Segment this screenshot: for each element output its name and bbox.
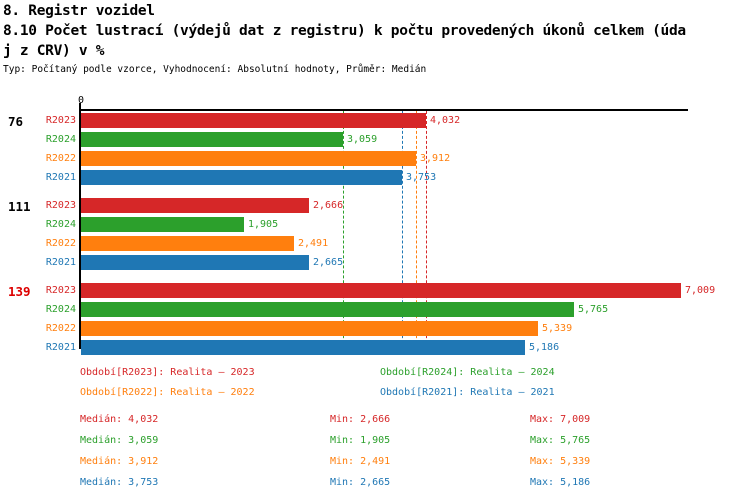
value-label-r2024-139: 5,765 [578,304,609,315]
report-meta: Typ: Počítaný podle vzorce, Vyhodnocení:… [3,64,427,75]
value-label-r2022-111: 2,491 [298,238,329,249]
report-indicator-title-line1: 8.10 Počet lustrací (výdejů dat z regist… [3,23,686,39]
value-label-r2021-76: 3,753 [406,172,437,183]
series-label-r2024: R2024 [45,304,76,315]
stat-min-r2021: Min: 2,665 [330,477,391,488]
report-indicator-title-line2: j z CRV) v % [3,43,105,59]
legend-item-r2021: Období[R2021]: Realita – 2021 [380,387,555,398]
stat-median-r2021: Medián: 3,753 [80,477,159,488]
stat-max-r2024: Max: 5,765 [530,435,591,446]
stat-min-r2024: Min: 1,905 [330,435,391,446]
series-label-r2022: R2022 [45,153,76,164]
stat-max-r2022: Max: 5,339 [530,456,591,467]
series-label-r2021: R2021 [45,342,76,353]
bar-r2023-139 [81,283,681,298]
bar-r2024-139 [81,302,574,317]
bar-r2022-139 [81,321,538,336]
stat-median-r2022: Medián: 3,912 [80,456,159,467]
stat-median-r2024: Medián: 3,059 [80,435,159,446]
legend-item-r2022: Období[R2022]: Realita – 2022 [80,387,255,398]
median-line-r2021 [402,111,403,353]
series-label-r2024: R2024 [45,134,76,145]
median-line-r2023 [426,111,427,353]
group-label-76: 76 [8,114,24,129]
legend-item-r2023: Období[R2023]: Realita – 2023 [80,367,255,378]
group-label-111: 111 [8,199,31,214]
value-label-r2023-111: 2,666 [313,200,344,211]
median-line-r2024 [343,111,344,353]
median-line-r2022 [416,111,417,353]
series-label-r2023: R2023 [45,115,76,126]
bar-r2023-111 [81,198,309,213]
group-label-139: 139 [8,284,31,299]
series-label-r2022: R2022 [45,323,76,334]
legend-item-r2024: Období[R2024]: Realita – 2024 [380,367,555,378]
stat-max-r2021: Max: 5,186 [530,477,591,488]
bar-r2022-76 [81,151,416,166]
bar-r2024-76 [81,132,343,147]
x-axis-zero-tick-label: 0 [77,95,85,106]
x-axis-line [80,109,688,111]
stat-max-r2023: Max: 7,009 [530,414,591,425]
value-label-r2024-76: 3,059 [347,134,378,145]
value-label-r2024-111: 1,905 [248,219,279,230]
value-label-r2021-111: 2,665 [313,257,344,268]
series-label-r2023: R2023 [45,200,76,211]
bar-r2024-111 [81,217,244,232]
value-label-r2023-76: 4,032 [430,115,461,126]
series-label-r2022: R2022 [45,238,76,249]
bar-r2021-111 [81,255,309,270]
bar-r2022-111 [81,236,294,251]
bar-r2021-76 [81,170,402,185]
series-label-r2021: R2021 [45,257,76,268]
value-label-r2022-139: 5,339 [542,323,573,334]
series-label-r2023: R2023 [45,285,76,296]
bar-r2023-76 [81,113,426,128]
stat-min-r2023: Min: 2,666 [330,414,391,425]
report-section-title: 8. Registr vozidel [3,3,155,19]
y-axis-line [79,103,81,349]
series-label-r2021: R2021 [45,172,76,183]
stat-min-r2022: Min: 2,491 [330,456,391,467]
value-label-r2022-76: 3,912 [420,153,451,164]
series-label-r2024: R2024 [45,219,76,230]
value-label-r2023-139: 7,009 [685,285,716,296]
bar-r2021-139 [81,340,525,355]
value-label-r2021-139: 5,186 [529,342,560,353]
stat-median-r2023: Medián: 4,032 [80,414,159,425]
